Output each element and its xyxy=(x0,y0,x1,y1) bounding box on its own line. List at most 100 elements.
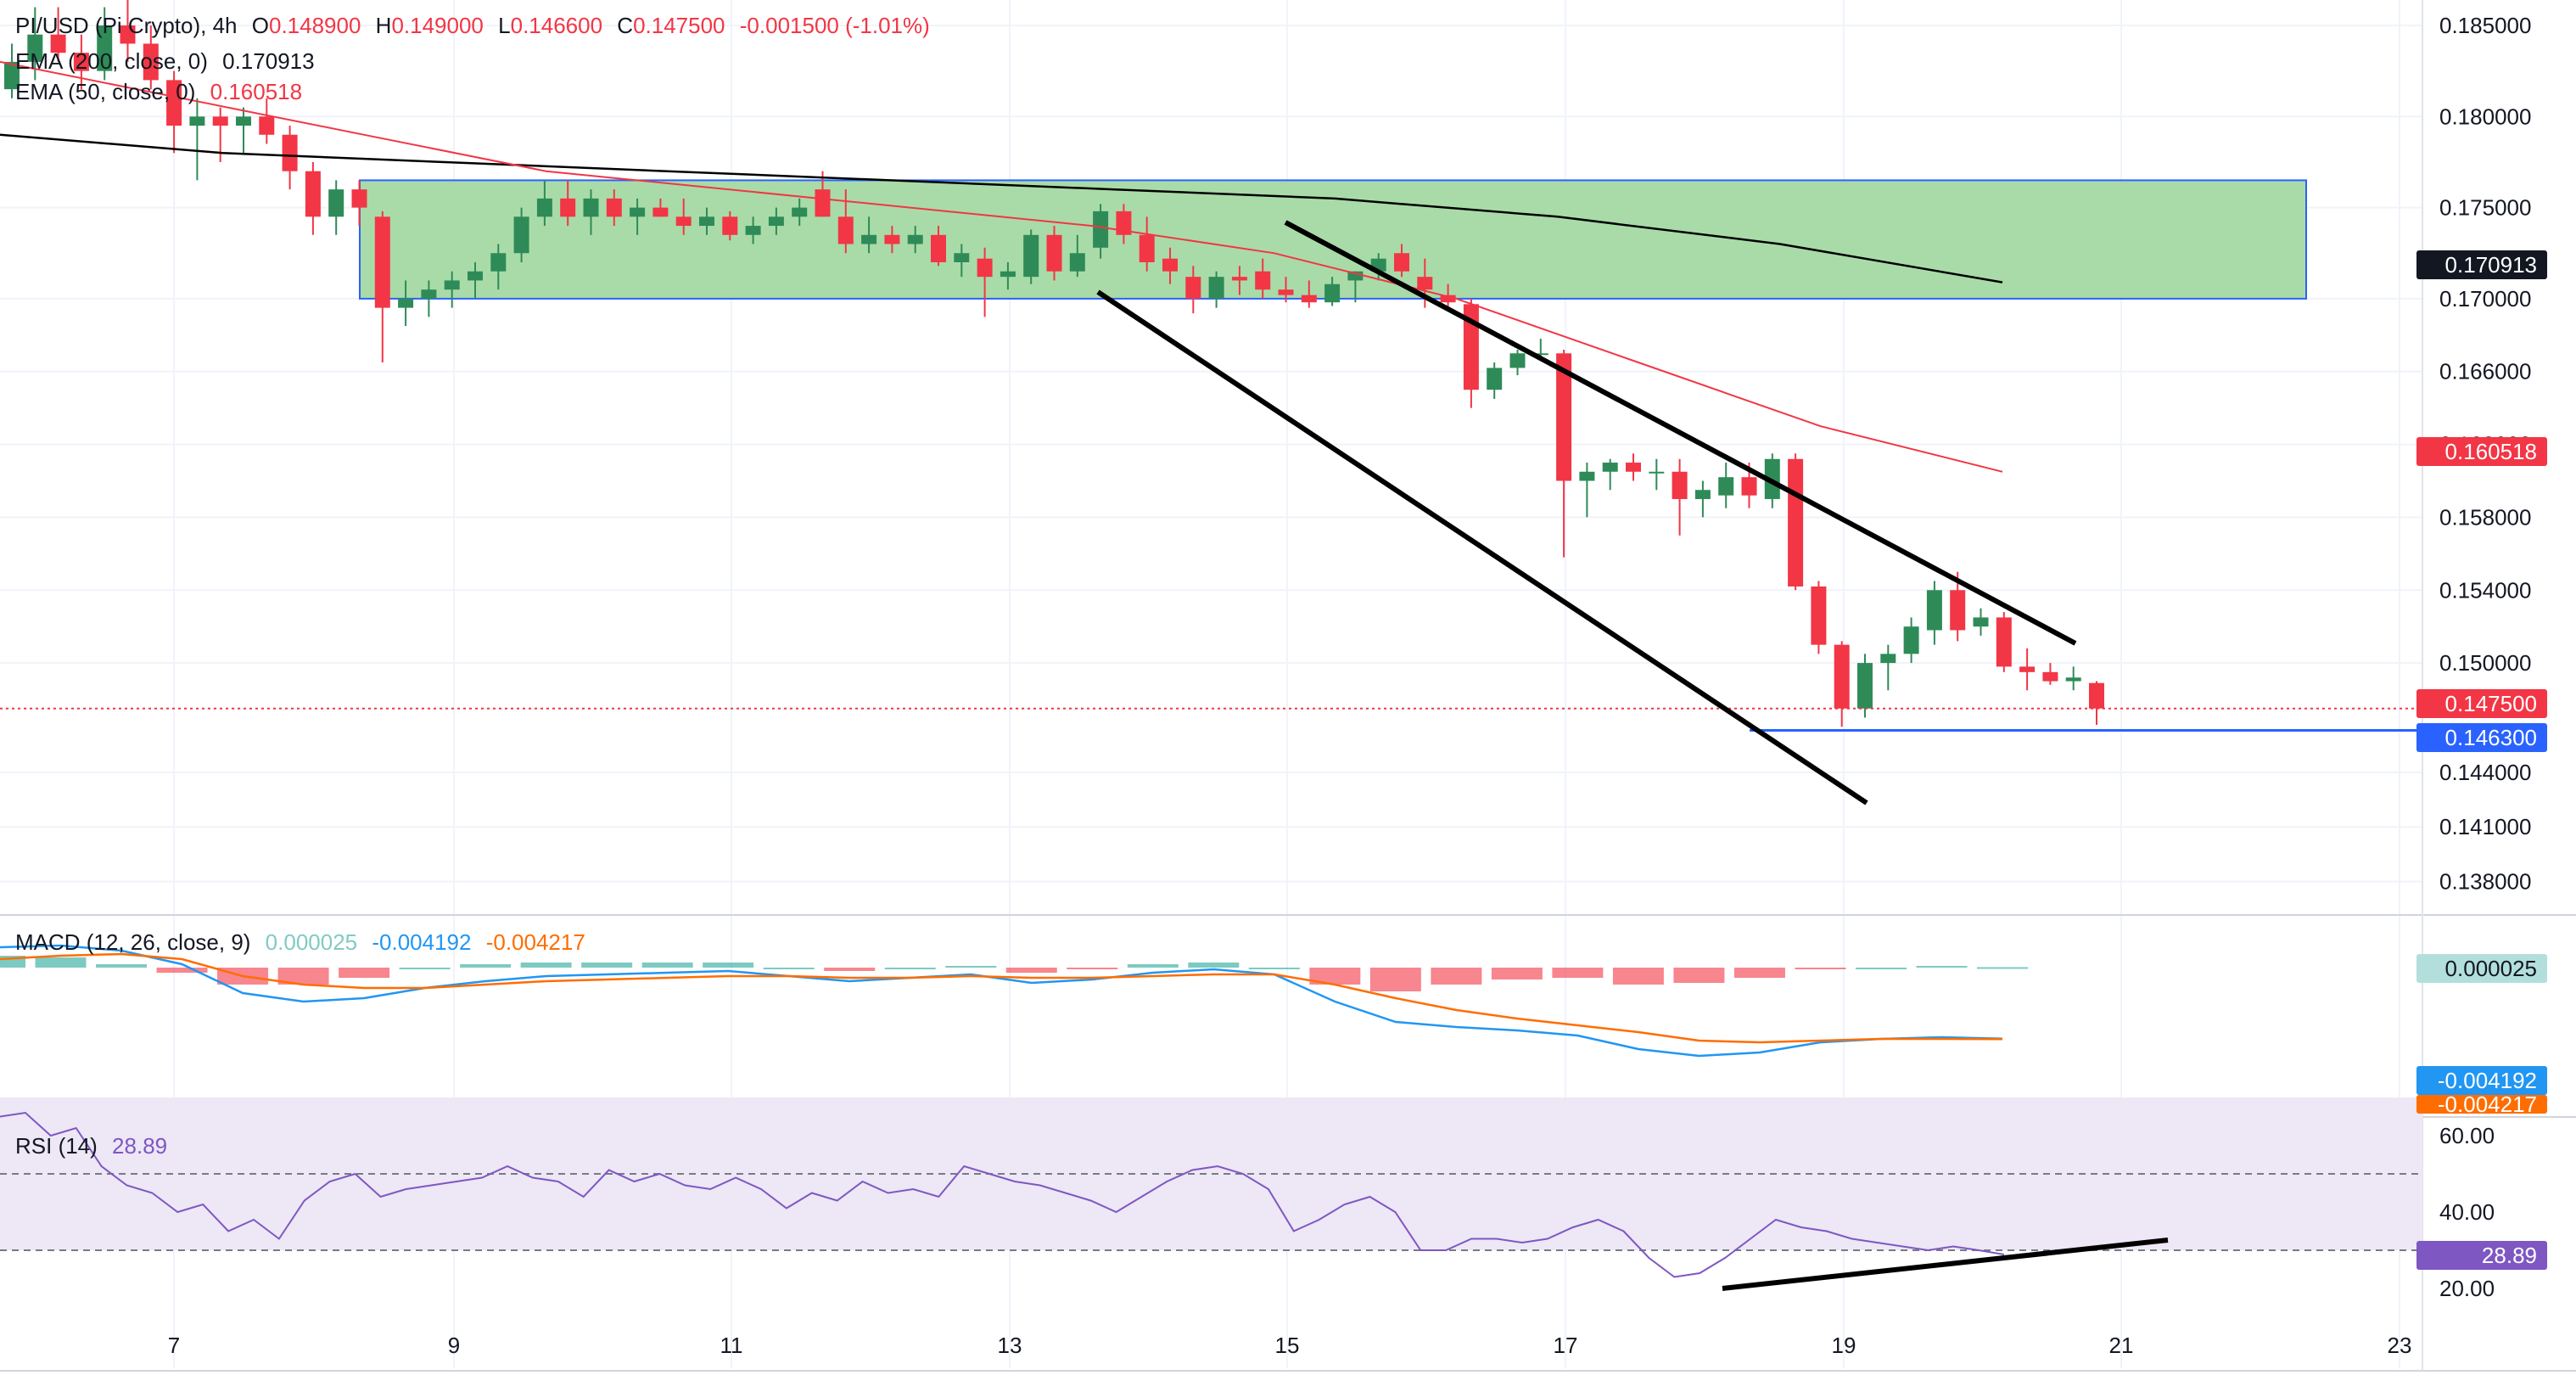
macd-line-value: -0.004192 xyxy=(372,929,472,955)
macd-histogram-bar xyxy=(884,968,936,969)
macd-signal-value: -0.004217 xyxy=(485,929,585,955)
macd-histogram-bar xyxy=(1612,968,1664,985)
candle-body xyxy=(745,226,761,235)
candle-body xyxy=(1834,644,1850,709)
macd-line xyxy=(0,944,2003,1058)
candle-body xyxy=(1880,654,1896,664)
ema200-label: EMA (200, close, 0) xyxy=(15,48,208,74)
price-tick-label: 0.166000 xyxy=(2439,359,2531,384)
candle-body xyxy=(1231,277,1247,281)
macd-signal-tag: -0.004217 xyxy=(2416,1095,2547,1114)
macd-histogram-bar xyxy=(1188,963,1240,968)
candle-body xyxy=(1000,271,1016,278)
channel-upper-line xyxy=(1284,220,2077,646)
macd-histogram-bar xyxy=(1309,968,1361,985)
macd-legend[interactable]: MACD (12, 26, close, 9) 0.000025 -0.0041… xyxy=(15,929,594,956)
candle-body xyxy=(768,216,784,227)
candle-body xyxy=(837,216,854,244)
candle-body xyxy=(1185,277,1201,299)
macd-histogram-bar xyxy=(1855,968,1907,969)
price-tick-label: 0.180000 xyxy=(2439,104,2531,129)
candle-body xyxy=(1116,210,1132,235)
date-tick-label: 11 xyxy=(720,1333,743,1358)
macd-histogram-bar xyxy=(35,957,87,968)
candle-body xyxy=(1394,253,1409,272)
candle-body xyxy=(1324,283,1341,303)
macd-line-tag: -0.004192 xyxy=(2416,1066,2547,1095)
macd-histogram-bar xyxy=(1248,968,1300,969)
candle-body xyxy=(513,216,529,254)
candle-body xyxy=(1487,368,1503,390)
candle-body xyxy=(444,280,460,290)
macd-panel xyxy=(0,944,2028,1058)
candle-body xyxy=(120,25,136,44)
rsi-legend[interactable]: RSI (14) 28.89 xyxy=(15,1132,176,1159)
candle-body xyxy=(931,234,946,262)
candle-body xyxy=(259,116,275,135)
low-label: L xyxy=(498,13,511,38)
drawings xyxy=(0,220,2422,1291)
high-label: H xyxy=(375,13,392,38)
candle-body xyxy=(583,198,599,217)
rsi-tick-label: 40.00 xyxy=(2439,1199,2495,1225)
date-tick-label: 19 xyxy=(1832,1333,1856,1358)
price-tick-label: 0.175000 xyxy=(2439,195,2531,221)
candle-body xyxy=(189,116,205,126)
candle-body xyxy=(954,253,970,262)
open-label: O xyxy=(251,13,269,38)
macd-histogram-bar xyxy=(945,966,997,968)
candle-body xyxy=(1811,586,1827,645)
macd-label: MACD (12, 26, close, 9) xyxy=(15,929,251,955)
high-value: 0.149000 xyxy=(391,13,484,38)
candle-body xyxy=(27,34,43,62)
rsi-label: RSI (14) xyxy=(15,1133,98,1159)
ema50-line xyxy=(0,60,2003,473)
candle-body xyxy=(1602,463,1618,472)
candle-body xyxy=(699,216,714,227)
price-tick-label: 0.185000 xyxy=(2439,13,2531,38)
candle-body xyxy=(1162,258,1178,272)
macd-histogram-bar xyxy=(1431,968,1482,985)
macd-histogram-bar xyxy=(399,968,451,969)
close-label: C xyxy=(617,13,634,38)
macd-histogram-bar xyxy=(156,968,208,973)
candle-body xyxy=(2065,677,2081,682)
symbol-header: PI/USD (Pi Crypto), 4h O0.148900 H0.1490… xyxy=(15,12,938,39)
candle-body xyxy=(212,116,228,126)
candle-body xyxy=(1672,471,1688,499)
macd-histogram-bar xyxy=(641,963,693,968)
candle-body xyxy=(792,207,808,217)
price-tick-label: 0.154000 xyxy=(2439,577,2531,603)
ema200-legend[interactable]: EMA (200, close, 0) 0.170913 xyxy=(15,48,323,75)
candle-body xyxy=(1532,353,1548,356)
candle-body xyxy=(1417,277,1433,290)
macd-histogram-bar xyxy=(1127,964,1179,968)
rsi-tag: 28.89 xyxy=(2416,1241,2547,1270)
candle-body xyxy=(1347,271,1364,281)
ema200-price-tag: 0.170913 xyxy=(2416,250,2547,279)
candle-body xyxy=(1996,617,2012,667)
channel-lower-line xyxy=(1096,289,1868,805)
candle-body xyxy=(50,34,66,53)
candle-body xyxy=(328,189,344,217)
rsi-line xyxy=(0,1111,2005,1278)
macd-histogram-bar xyxy=(703,963,754,968)
ema50-legend[interactable]: EMA (50, close, 0) 0.160518 xyxy=(15,78,311,105)
candle-body xyxy=(907,234,923,244)
candle-body xyxy=(166,80,182,126)
last-price-tag: 0.147500 xyxy=(2416,689,2547,718)
candle-body xyxy=(1069,253,1085,272)
candle-body xyxy=(2089,682,2104,709)
candles xyxy=(4,0,2104,727)
macd-histogram-bar xyxy=(520,963,572,968)
date-tick-label: 13 xyxy=(998,1333,1022,1358)
candle-body xyxy=(1046,234,1062,272)
macd-histogram-bar xyxy=(1916,966,1968,968)
candle-body xyxy=(815,189,831,217)
candle-body xyxy=(560,198,576,217)
candle-body xyxy=(536,198,552,217)
candle-body xyxy=(421,289,437,299)
macd-hist-tag: 0.000025 xyxy=(2416,954,2547,983)
candle-body xyxy=(652,207,669,217)
